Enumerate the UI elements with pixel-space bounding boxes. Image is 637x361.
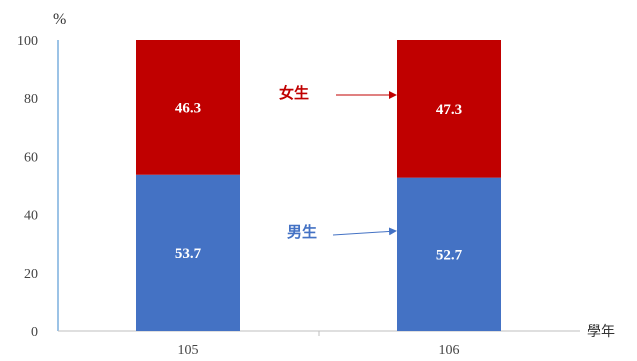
data-label-106-series-1: 47.3 (436, 102, 462, 118)
data-label-105-series-1: 46.3 (175, 100, 201, 116)
y-tick-label-40: 40 (24, 209, 38, 224)
x-tick-label-105: 105 (178, 343, 199, 358)
bar-105-series-0 (136, 174, 240, 331)
bars-group: 53.7 46.3 52.7 47.3 (136, 40, 501, 331)
bar-106-series-1 (397, 40, 501, 178)
annotation-male: 男生 (287, 223, 317, 241)
annotation-female: 女生 (279, 84, 309, 102)
y-tick-label-80: 80 (24, 92, 38, 107)
bar-105-series-1 (136, 40, 240, 175)
y-tick-label-100: 100 (17, 34, 38, 49)
data-label-105-series-0: 53.7 (175, 246, 202, 262)
y-tick-label-0: 0 (31, 325, 38, 340)
x-tick-label-106: 106 (439, 343, 460, 358)
x-tick-labels: 105 106 (178, 343, 460, 358)
x-axis-title: 學年 (587, 324, 615, 340)
y-axis-label: % (53, 11, 66, 28)
y-tick-label-20: 20 (24, 267, 38, 282)
y-tick-label-60: 60 (24, 150, 38, 165)
data-label-106-series-0: 52.7 (436, 247, 463, 263)
bar-106-series-0 (397, 177, 501, 331)
annotation-male-arrow (332, 227, 397, 236)
y-tick-labels: 0 20 40 60 80 100 (17, 34, 38, 340)
